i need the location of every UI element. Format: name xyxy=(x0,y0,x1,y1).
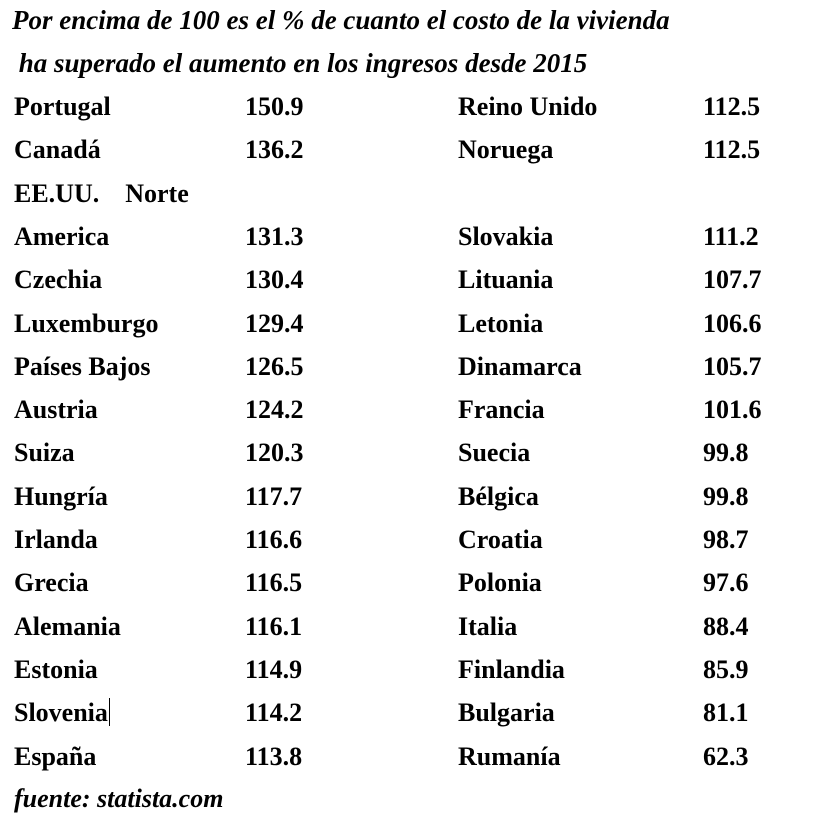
right-value-cell: 111.2 xyxy=(703,221,759,251)
right-name-cell: Bulgaria xyxy=(458,698,555,728)
right-value-cell: 107.7 xyxy=(703,265,762,295)
left-value-cell: 136.2 xyxy=(245,135,304,165)
left-value-cell: 126.5 xyxy=(245,351,304,381)
left-name-cell: Portugal xyxy=(14,92,111,121)
right-value-cell: 112.5 xyxy=(703,135,761,165)
right-value-cell: 88.4 xyxy=(703,611,749,641)
left-name-cell: America xyxy=(14,221,110,251)
right-value-cell: 85.9 xyxy=(703,654,749,684)
text-cursor xyxy=(108,698,111,727)
left-value-cell: 124.2 xyxy=(245,395,304,425)
right-value-cell: 81.1 xyxy=(703,698,749,728)
right-value-cell: 99.8 xyxy=(703,438,749,468)
right-name-cell: Reino Unido xyxy=(458,92,598,121)
right-name-cell: Rumanía xyxy=(458,741,561,771)
right-value-cell: 101.6 xyxy=(703,395,762,425)
right-name-cell: Francia xyxy=(458,395,545,425)
right-name-cell: Suecia xyxy=(458,438,531,468)
right-name-cell: Slovakia xyxy=(458,221,554,251)
right-value-cell: 97.6 xyxy=(703,568,749,598)
title-line-1: Por encima de 100 es el % de cuanto el c… xyxy=(12,5,670,35)
left-name-cell: Estonia xyxy=(14,654,98,684)
left-value-cell: 114.2 xyxy=(245,698,303,728)
right-value-cell: 106.6 xyxy=(703,308,762,338)
right-name-cell: Lituania xyxy=(458,265,554,295)
right-name-cell: Italia xyxy=(458,611,518,641)
right-name-cell: Dinamarca xyxy=(458,351,582,381)
right-name-cell: Finlandia xyxy=(458,654,565,684)
right-name-cell: Noruega xyxy=(458,135,554,165)
left-name-cell: Slovenia xyxy=(14,698,111,728)
left-name-cell: Czechia xyxy=(14,265,103,295)
left-name-cell: Suiza xyxy=(14,438,75,468)
left-value-cell: 129.4 xyxy=(245,308,304,338)
left-name-cell: Austria xyxy=(14,395,98,425)
left-name-cell: Alemania xyxy=(14,611,121,641)
right-name-cell: Letonia xyxy=(458,308,544,338)
left-value-cell: 116.5 xyxy=(245,568,303,598)
left-name-cell: Grecia xyxy=(14,568,89,598)
right-value-cell: 112.5 xyxy=(703,92,761,121)
left-value-cell: 116.6 xyxy=(245,525,303,554)
right-value-cell: 98.7 xyxy=(703,525,749,554)
right-name-cell: Bélgica xyxy=(458,481,539,511)
left-name-cell: España xyxy=(14,741,97,771)
right-name-cell: Croatia xyxy=(458,525,543,554)
left-value-cell: 114.9 xyxy=(245,654,303,684)
left-value-cell: 120.3 xyxy=(245,438,304,468)
right-value-cell: 105.7 xyxy=(703,351,762,381)
right-value-cell: 62.3 xyxy=(703,741,749,771)
left-value-cell: 130.4 xyxy=(245,265,304,295)
left-value-cell: 150.9 xyxy=(245,92,304,121)
source-footer: fuente: statista.com xyxy=(14,784,224,813)
left-name-cell: Países Bajos xyxy=(14,351,151,381)
right-name-cell: Polonia xyxy=(458,568,542,598)
left-name-cell: Irlanda xyxy=(14,525,98,554)
left-value-cell: 116.1 xyxy=(245,611,303,641)
title-line-2: ha superado el aumento en los ingresos d… xyxy=(12,48,588,78)
left-name-cell: Hungría xyxy=(14,481,108,511)
left-value-cell: 117.7 xyxy=(245,481,303,511)
left-value-cell: 131.3 xyxy=(245,221,304,251)
left-value-cell: 113.8 xyxy=(245,741,303,771)
left-name-cell: EE.UU. Norte xyxy=(14,178,189,208)
left-name-cell: Canadá xyxy=(14,135,101,165)
right-value-cell: 99.8 xyxy=(703,481,749,511)
left-name-cell: Luxemburgo xyxy=(14,308,159,338)
